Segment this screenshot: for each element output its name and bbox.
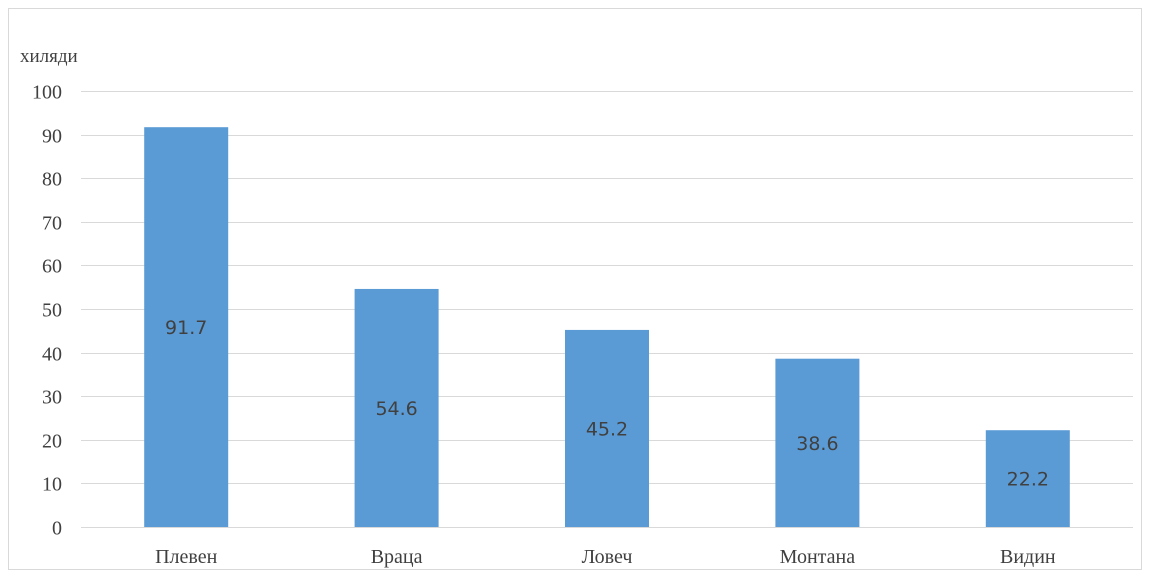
y-tick-label: 20	[42, 431, 62, 453]
x-axis: Плевен Враца Ловеч Монтана Видин	[155, 546, 1056, 568]
bars: 91.7 54.6 45.2 38.6 22.2	[144, 127, 1070, 528]
bar-data-label: 45.2	[586, 418, 628, 440]
x-category-label: Видин	[1000, 546, 1056, 568]
y-axis-unit-label: хиляди	[20, 46, 78, 67]
bar	[985, 430, 1070, 527]
bar-data-label: 54.6	[375, 398, 417, 420]
y-tick-label: 100	[32, 82, 62, 104]
bar-data-label: 91.7	[165, 317, 207, 339]
bar	[565, 329, 649, 527]
y-tick-label: 70	[42, 213, 62, 235]
x-category-label: Враца	[371, 546, 423, 568]
bar	[775, 358, 860, 527]
gridlines	[81, 91, 1133, 528]
y-tick-label: 80	[42, 169, 62, 191]
bar	[144, 127, 229, 528]
y-tick-label: 60	[42, 256, 62, 278]
y-tick-label: 90	[42, 126, 62, 148]
y-tick-label: 10	[42, 474, 62, 496]
y-tick-label: 0	[52, 518, 62, 540]
bar-data-label: 22.2	[1007, 469, 1049, 491]
y-axis: 0 10 20 30 40 50 60 70 80 90 100	[32, 82, 62, 540]
y-tick-label: 30	[42, 387, 62, 409]
y-tick-label: 50	[42, 300, 62, 322]
x-category-label: Плевен	[155, 546, 218, 568]
x-category-label: Монтана	[780, 546, 856, 568]
bar-data-label: 38.6	[796, 433, 838, 455]
bar	[354, 288, 439, 527]
x-category-label: Ловеч	[582, 546, 633, 568]
y-tick-label: 40	[42, 344, 62, 366]
